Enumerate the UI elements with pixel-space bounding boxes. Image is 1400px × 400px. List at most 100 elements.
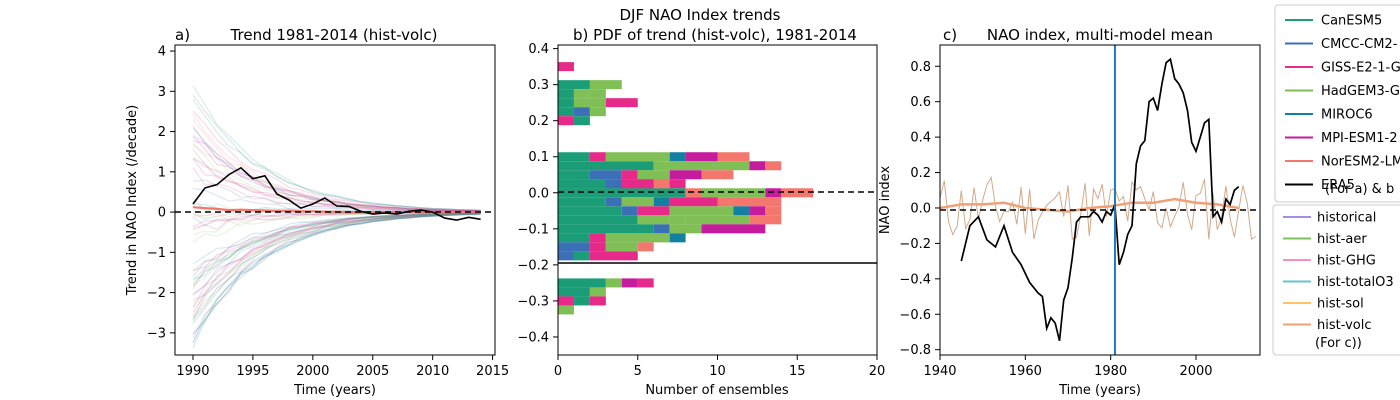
panel-a-ensemble-member-line	[192, 212, 481, 280]
panel-b-bar-segment	[605, 98, 638, 108]
panel-c-ytick-label: 0.8	[910, 60, 931, 75]
panel-b-bar-segment	[701, 224, 718, 234]
panel-a-ensemble-member-line	[192, 95, 481, 211]
panel-a-ensemble-member-line	[192, 212, 481, 321]
panel-b-bar-segment	[653, 161, 750, 171]
legend-models-label: MIROC6	[1321, 108, 1373, 123]
panel-a-ensemble-member-line	[192, 213, 481, 349]
panel-b-bar-segment	[558, 242, 590, 252]
panel-b-bar-segment	[558, 116, 574, 126]
panel-b-bar-segment	[558, 215, 638, 225]
panel-a-ensemble-member-line	[192, 213, 481, 339]
panel-b-bar-segment	[558, 161, 654, 171]
panel-a-series-line	[192, 166, 481, 221]
panel-c: 1940 1960 1980 2000 −0.8 −0.6 −0.4 −0.2 0.0 0.2 0.…	[878, 26, 1261, 398]
panel-b-bar-segment	[701, 188, 766, 198]
figure-suptitle: DJF NAO Index trends	[619, 6, 780, 24]
panel-b-bar-segment	[605, 278, 622, 288]
legend-models-label: HadGEM3-G	[1321, 84, 1400, 99]
panel-b-xtick-label: 10	[709, 364, 726, 379]
legend-experiments-label: hist-sol	[1317, 297, 1364, 312]
panel-c-xtick-label: 1960	[1009, 364, 1042, 379]
panel-c-xtick-label: 1940	[923, 364, 956, 379]
panel-b-bar-segment	[573, 296, 590, 306]
panel-b-bar-segment	[589, 251, 638, 261]
panel-a-ytick-label: 3	[158, 85, 166, 100]
panel-b-bar-segment	[589, 80, 622, 90]
panel-b-bar-segment	[621, 206, 638, 216]
panel-b-bar-segment	[765, 188, 782, 198]
panel-c-ticks: 1940 1960 1980 2000 −0.8 −0.6 −0.4 −0.2 0.0 0.2 0.…	[899, 60, 1212, 379]
panel-b-bar-segment	[621, 278, 638, 288]
panel-a-ensemble-member-line	[192, 213, 481, 344]
panel-b-bar-segment	[573, 116, 590, 126]
panel-b-bar-segment	[558, 296, 574, 306]
panel-b-ytick-label: 0.2	[528, 114, 549, 129]
panel-b-bar-segment	[717, 224, 766, 234]
panel-b-ytick-label: −0.3	[517, 294, 549, 309]
panel-b-bar-segment	[701, 170, 734, 180]
panel-b-bar-segment	[621, 197, 654, 207]
panel-a-ylabel: Trend in NAO Index (/decade)	[125, 105, 140, 297]
panel-a-ensemble-member-line	[192, 212, 481, 272]
panel-b-bar-segment	[749, 206, 766, 216]
panel-b-bar-segment	[558, 224, 654, 234]
legend-models-label: MPI-ESM1-2	[1321, 131, 1398, 146]
panel-a-ensemble-member-line	[192, 213, 481, 343]
panel-b-ytick-label: 0.4	[528, 42, 549, 57]
panel-a-ensemble-member-line	[192, 143, 481, 212]
panel-a-xtick-label: 2010	[416, 364, 449, 379]
panel-a-ensemble-member-line	[192, 113, 481, 212]
panel-a-ensemble-member-line	[192, 148, 481, 212]
panel-c-ytick-label: −0.8	[899, 343, 931, 358]
panel-b-bar-segment	[605, 152, 670, 162]
panel-b-bar-segment	[558, 107, 574, 117]
panel-b-bar-segment	[669, 233, 686, 243]
panel-a-xtick-label: 2005	[356, 364, 389, 379]
panel-b-xtick-label: 0	[554, 364, 562, 379]
panel-b-bar-segment	[685, 152, 718, 162]
panel-b-bar-segment	[558, 251, 574, 261]
panel-b-ytick-label: −0.1	[517, 222, 549, 237]
panel-c-series	[939, 57, 1256, 342]
panel-b-bar-segment	[589, 233, 606, 243]
panel-b-bar-segment	[669, 215, 686, 225]
panel-a-ensemble-member-line	[192, 212, 481, 296]
panel-c-label: c)	[943, 26, 957, 44]
panel-b-bar-segment	[558, 179, 606, 189]
panel-b-bar-segment	[653, 197, 670, 207]
panel-a-ensemble-member-line	[192, 213, 481, 324]
panel-b-bar-segment	[558, 170, 590, 180]
panel-a-ensemble-member-line	[192, 212, 481, 314]
legend-experiments-label: hist-GHG	[1317, 254, 1376, 269]
panel-b-bar-segment	[733, 206, 750, 216]
panel-b-bar-segment	[765, 206, 782, 216]
panel-c-ylabel: NAO index	[878, 166, 893, 235]
panel-b-bar-segment	[573, 98, 606, 108]
panel-a-ensemble-member-line	[192, 134, 481, 212]
panel-a-ensemble-member-line	[192, 212, 481, 272]
panel-b-bar-segment	[669, 197, 718, 207]
panel-b-bar-segment	[605, 242, 638, 252]
panel-b-bar-segment	[558, 233, 590, 243]
panel-b-bar-segment	[637, 278, 654, 288]
panel-a-ytick-label: 4	[158, 45, 166, 60]
panel-b-bar-segment	[749, 161, 766, 171]
panel-a-ensemble-member-line	[192, 212, 481, 281]
panel-a-ensemble-member-line	[192, 212, 481, 317]
panel-b-bar-segment	[589, 242, 606, 252]
panel-a-ensemble-member-line	[192, 125, 481, 212]
panel-a-ensemble-member-line	[192, 212, 481, 287]
panel-b-bar-segment	[589, 107, 606, 117]
panel-b-bar-segment	[621, 179, 654, 189]
legend-models-frame	[1274, 4, 1400, 203]
panel-a-ensemble-member-line	[192, 127, 481, 212]
panel-a-ytick-label: −3	[147, 326, 166, 341]
panel-c-ytick-label: 0.0	[910, 201, 931, 216]
legend-models-entries: CanESM5 CMCC-CM2- GISS-E2-1-G HadGEM3-G MIRO…	[1285, 14, 1400, 193]
panel-b-bar-segment	[573, 107, 590, 117]
panel-a-ensemble-member-line	[192, 212, 481, 278]
legend-experiments-label: hist-volc	[1317, 318, 1371, 333]
panel-b-bar-segment	[573, 251, 590, 261]
